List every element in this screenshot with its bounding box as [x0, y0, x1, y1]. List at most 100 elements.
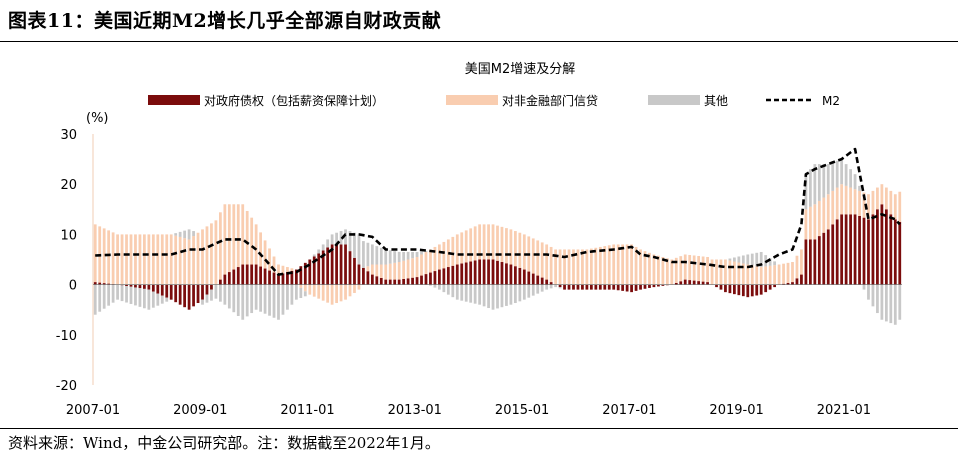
- bar-credit-179: [893, 194, 897, 220]
- bar-other-101: [545, 284, 549, 290]
- bar-other-47: [303, 291, 307, 297]
- bar-credit-128: [665, 258, 669, 285]
- bar-other-179: [893, 284, 897, 325]
- bar-other-72: [415, 251, 419, 257]
- bar-credit-59: [357, 284, 361, 290]
- bar-credit-72: [415, 256, 419, 278]
- bar-government-46: [299, 266, 303, 285]
- bar-government-25: [205, 284, 209, 295]
- bar-government-94: [513, 266, 517, 285]
- bar-other-152: [773, 261, 776, 266]
- bar-credit-133: [688, 254, 692, 281]
- bar-government-170: [853, 214, 857, 285]
- bar-credit-140: [719, 259, 723, 285]
- bar-other-11: [143, 288, 146, 309]
- bar-government-1: [98, 282, 102, 285]
- bar-government-76: [433, 271, 437, 285]
- bar-credit-155: [786, 262, 790, 283]
- bar-credit-8: [129, 234, 133, 285]
- bar-credit-131: [679, 256, 683, 282]
- bar-credit-55: [339, 284, 343, 302]
- bar-other-9: [134, 287, 137, 306]
- bar-government-62: [370, 274, 374, 285]
- bar-other-30: [227, 284, 231, 309]
- axes-group: 30 20 10 0 -10 -20 2007-01 2009-01 2011-01 2013-0…: [56, 128, 902, 418]
- bar-credit-169: [849, 187, 852, 215]
- bar-credit-99: [536, 240, 540, 276]
- bar-credit-37: [259, 232, 262, 267]
- bar-government-96: [522, 269, 526, 285]
- bar-other-95: [518, 284, 522, 302]
- bar-government-47: [303, 262, 307, 285]
- bar-government-3: [107, 283, 111, 285]
- bar-government-139: [715, 284, 718, 288]
- bottom-rule: [0, 428, 958, 429]
- bars-group: [93, 159, 902, 325]
- bar-credit-73: [420, 254, 423, 276]
- bar-government-104: [558, 284, 562, 288]
- bar-other-145: [741, 255, 745, 264]
- bar-other-94: [513, 284, 517, 304]
- bar-credit-7: [125, 234, 128, 285]
- bar-credit-161: [813, 204, 817, 240]
- bar-other-53: [330, 234, 334, 245]
- bar-other-162: [817, 164, 821, 201]
- bar-credit-157: [795, 255, 799, 279]
- bar-government-23: [196, 284, 200, 304]
- bar-other-161: [813, 164, 817, 205]
- bar-government-74: [424, 274, 428, 285]
- bar-other-66: [388, 250, 392, 264]
- bar-credit-4: [111, 232, 115, 285]
- bar-other-22: [192, 231, 195, 237]
- bar-credit-22: [192, 236, 195, 285]
- bar-credit-24: [201, 229, 204, 285]
- bar-government-36: [254, 264, 258, 285]
- y-tick-label-3: 0: [69, 279, 77, 294]
- bar-other-44: [290, 284, 294, 305]
- bar-credit-137: [706, 256, 709, 283]
- bar-government-150: [764, 284, 768, 293]
- bar-government-42: [281, 273, 285, 285]
- bar-other-27: [214, 284, 218, 299]
- bar-credit-80: [451, 236, 455, 266]
- bar-other-68: [397, 251, 401, 263]
- bar-government-73: [420, 275, 423, 285]
- bar-credit-177: [884, 187, 888, 210]
- bar-other-159: [804, 174, 808, 210]
- bar-credit-110: [585, 249, 589, 285]
- bar-other-69: [402, 251, 406, 261]
- bar-other-71: [411, 251, 414, 259]
- bar-credit-126: [657, 255, 660, 285]
- bar-credit-142: [728, 260, 732, 285]
- bar-other-91: [500, 284, 504, 308]
- bar-credit-167: [840, 184, 844, 215]
- bar-government-179: [893, 219, 897, 285]
- y-tick-label-4: -10: [56, 329, 77, 344]
- bar-government-136: [701, 281, 705, 285]
- bar-credit-173: [867, 194, 870, 220]
- bar-credit-109: [581, 249, 584, 285]
- bar-credit-168: [844, 185, 848, 215]
- bar-credit-47: [303, 284, 307, 292]
- bar-other-59: [357, 234, 361, 265]
- bar-other-49: [312, 254, 316, 257]
- bar-other-164: [826, 164, 830, 195]
- bar-government-13: [151, 284, 155, 292]
- bar-other-97: [527, 284, 531, 298]
- bar-other-73: [420, 251, 423, 255]
- bar-other-103: [554, 284, 557, 288]
- bar-credit-115: [607, 245, 611, 285]
- bar-government-165: [831, 224, 835, 285]
- bar-other-170: [853, 174, 857, 190]
- bar-credit-3: [107, 230, 111, 284]
- bar-credit-17: [169, 234, 173, 285]
- x-tick-label-6: 2019-01: [709, 403, 763, 418]
- bar-credit-64: [379, 264, 383, 278]
- bar-other-143: [733, 257, 736, 262]
- bar-government-31: [232, 269, 236, 285]
- bar-credit-127: [661, 256, 665, 285]
- bar-government-143: [733, 284, 736, 295]
- bar-credit-57: [348, 284, 352, 297]
- bar-other-7: [125, 286, 128, 303]
- bar-credit-163: [822, 197, 826, 233]
